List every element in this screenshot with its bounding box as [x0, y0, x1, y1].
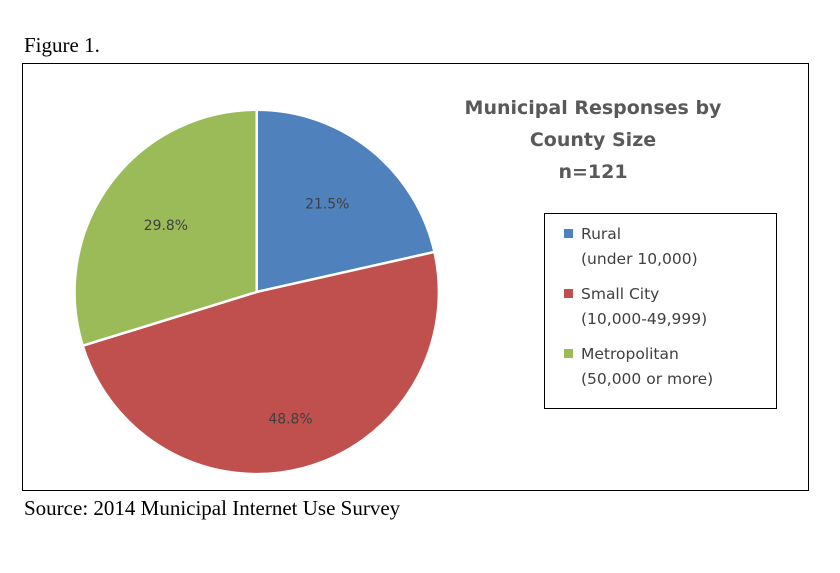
legend-item-rural: Rural (under 10,000)	[564, 222, 776, 272]
legend-label-metropolitan: Metropolitan	[581, 345, 679, 363]
pie-slice-small-city	[81, 250, 441, 476]
legend-detail-rural: (under 10,000)	[581, 250, 698, 268]
figure-label: Figure 1.	[24, 33, 100, 57]
chart-area: 21.5% 48.8% 29.8% Municipal Responses by C…	[22, 63, 809, 491]
data-label-small-city: 48.8%	[268, 412, 312, 428]
source-note: Source: 2014 Municipal Internet Use Surv…	[24, 496, 401, 520]
legend-detail-small-city: (10,000-49,999)	[581, 310, 708, 328]
chart-legend: Rural (under 10,000) Small City (10,000-…	[544, 213, 777, 409]
legend-label-small-city: Small City	[581, 285, 660, 303]
chart-title-line-1: Municipal Responses by	[464, 97, 722, 119]
chart-title: Municipal Responses by County Size n=121	[433, 92, 753, 188]
legend-detail-metropolitan: (50,000 or more)	[581, 370, 714, 388]
chart-title-line-2: County Size	[529, 129, 657, 151]
pie-chart: 21.5% 48.8% 29.8%	[73, 108, 441, 476]
chart-subtitle: n=121	[558, 161, 628, 183]
legend-item-small-city: Small City (10,000-49,999)	[564, 282, 776, 332]
data-label-metropolitan: 29.8%	[144, 218, 188, 234]
pie-slice-metropolitan	[73, 108, 258, 348]
legend-swatch-metropolitan	[564, 349, 573, 358]
legend-label-rural: Rural	[581, 225, 622, 243]
data-label-rural: 21.5%	[305, 197, 349, 213]
legend-swatch-rural	[564, 229, 573, 238]
pie-slice-rural	[255, 108, 436, 294]
legend-swatch-small-city	[564, 289, 573, 298]
legend-item-metropolitan: Metropolitan (50,000 or more)	[564, 342, 776, 392]
